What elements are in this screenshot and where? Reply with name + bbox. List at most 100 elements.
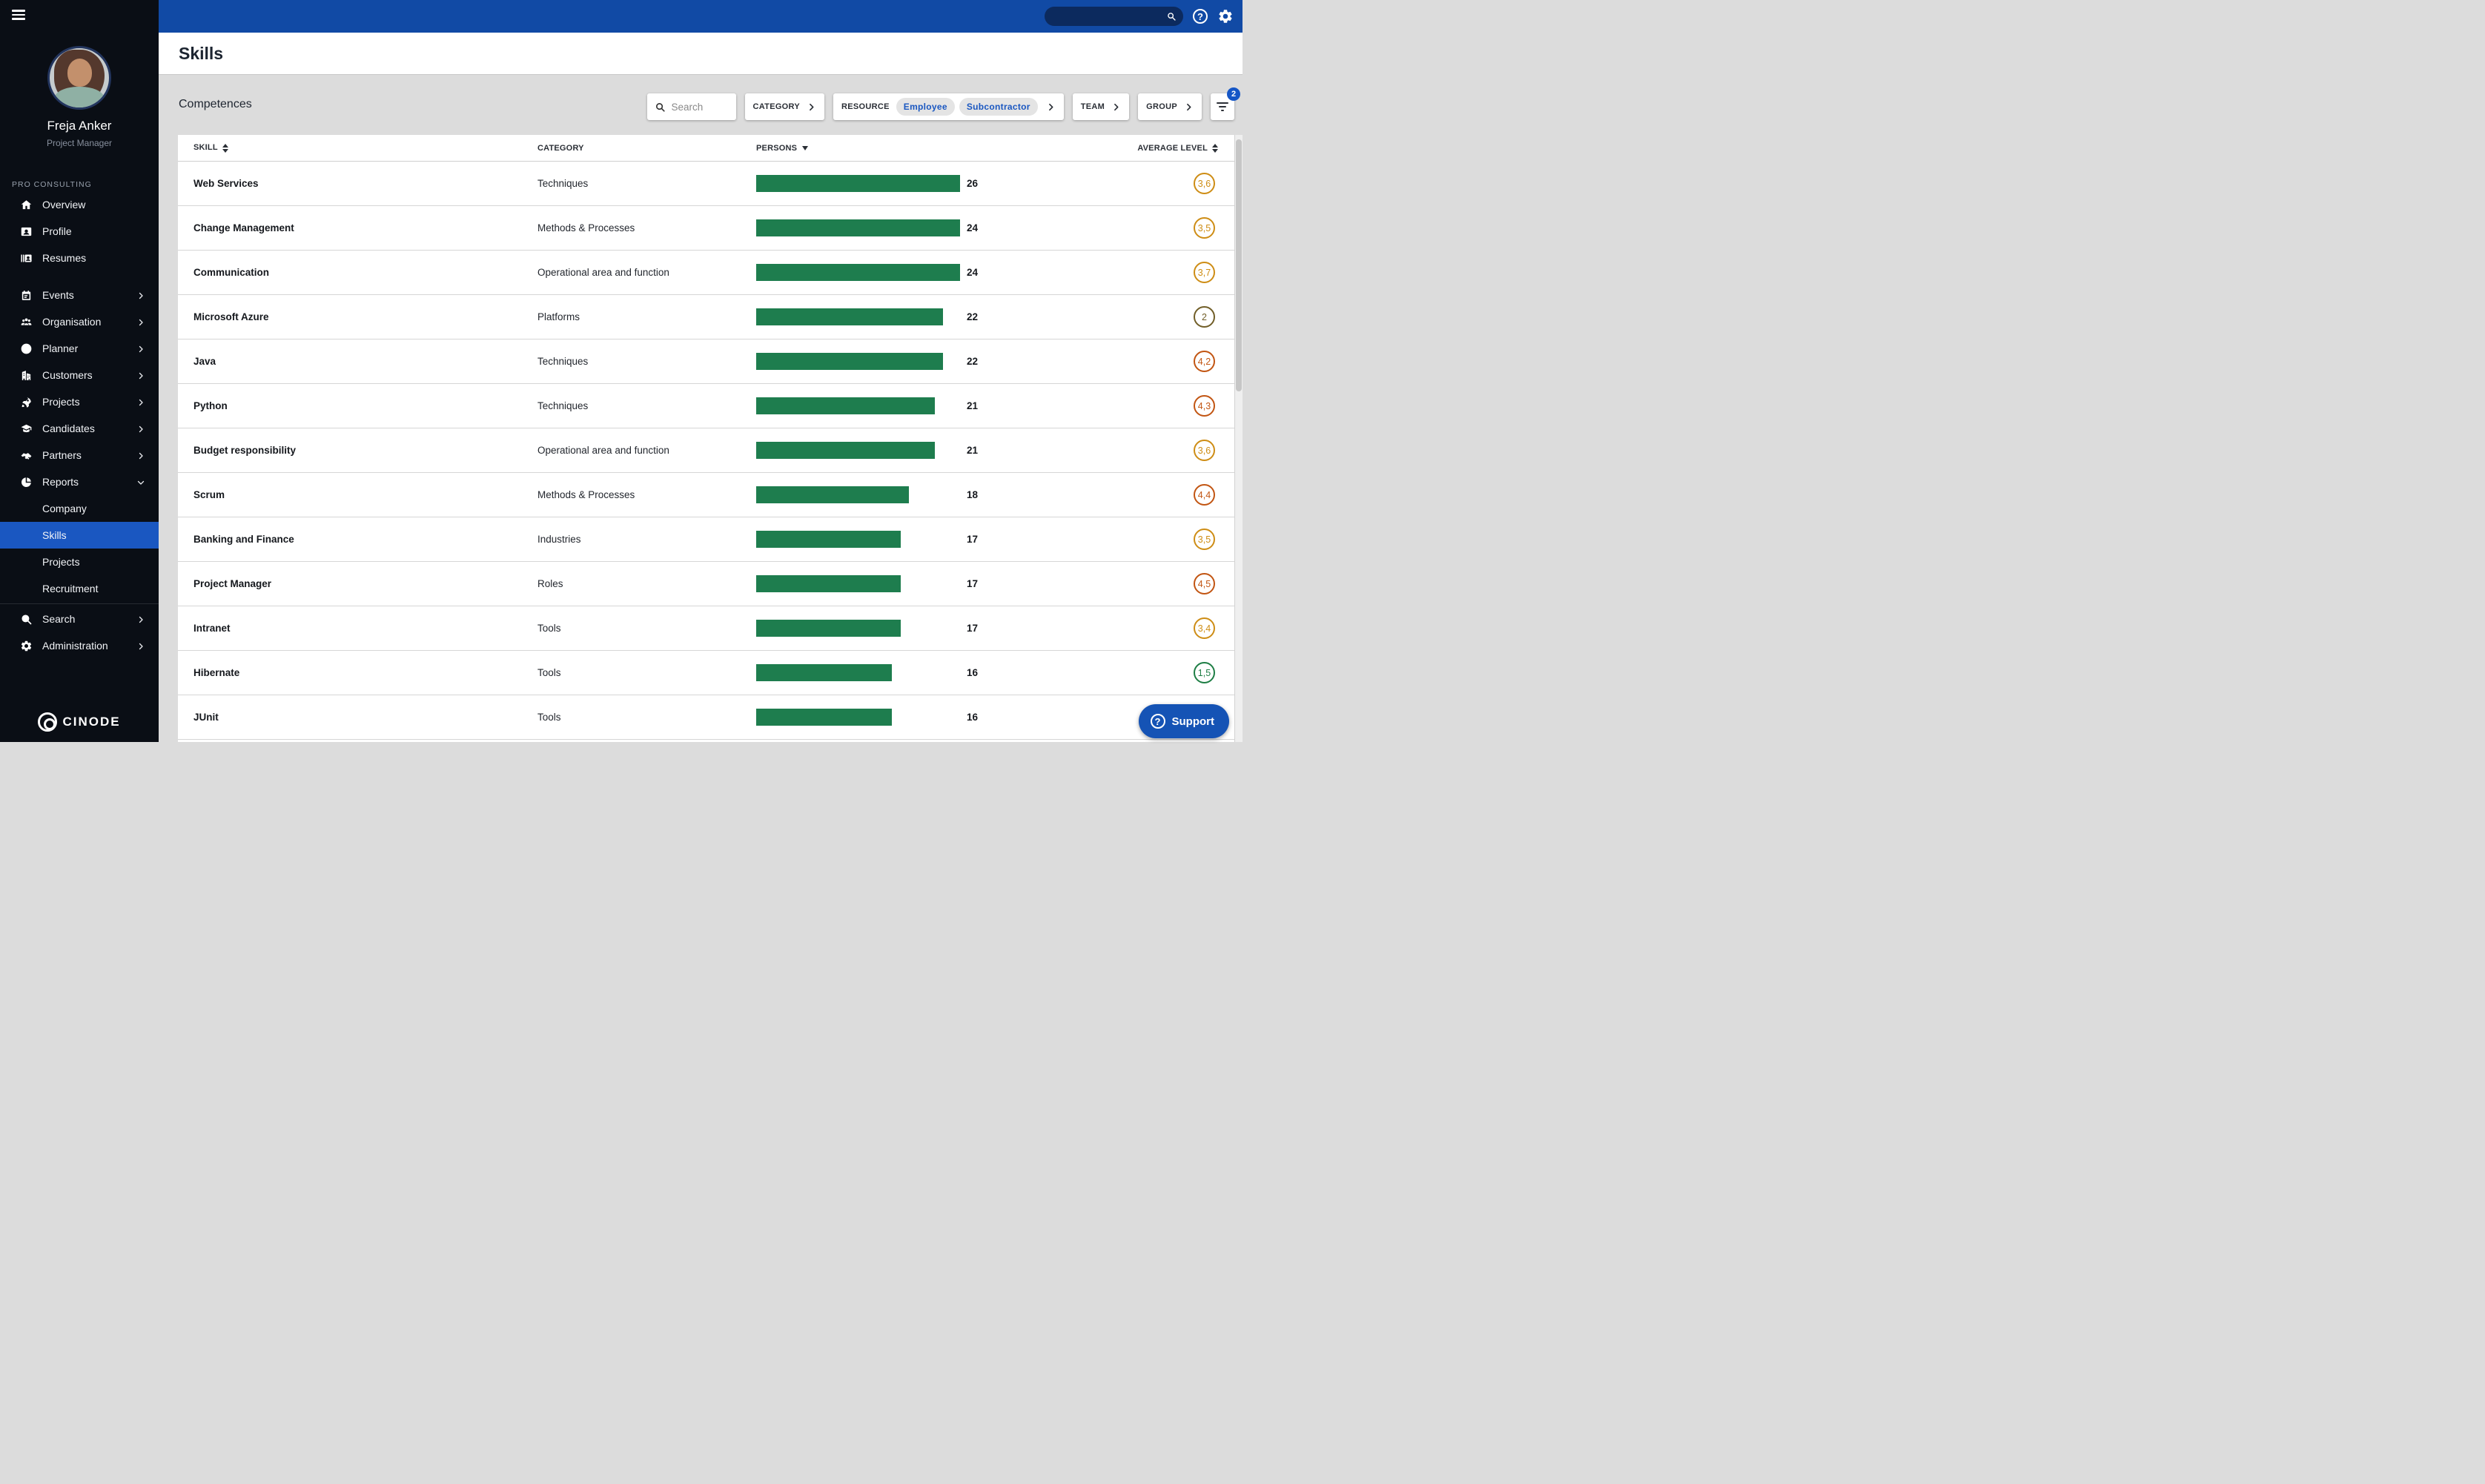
persons-count: 16 xyxy=(967,712,979,723)
cinode-logo-icon xyxy=(38,712,58,732)
table-row[interactable]: Microsoft Azure Platforms 22 2 xyxy=(178,295,1234,339)
average-level-badge: 4,2 xyxy=(1194,351,1215,372)
column-header-category[interactable]: CATEGORY xyxy=(537,143,584,153)
filter-list-button[interactable]: 2 xyxy=(1211,87,1240,120)
skill-category: Tools xyxy=(537,622,561,634)
skill-name: Project Manager xyxy=(193,577,272,589)
table-row[interactable]: Budget responsibility Operational area an… xyxy=(178,428,1234,473)
nav-gap xyxy=(0,271,159,282)
average-level-badge: 1,5 xyxy=(1194,662,1215,683)
table-row[interactable]: Hibernate Tools 16 1,5 xyxy=(178,651,1234,695)
average-level-badge: 3,5 xyxy=(1194,217,1215,239)
sidebar-item-projects[interactable]: Projects xyxy=(0,549,159,575)
handshake-icon xyxy=(20,449,33,462)
table-row[interactable]: Project Manager Roles 17 4,5 xyxy=(178,562,1234,606)
profile-card-icon xyxy=(20,225,33,238)
hamburger-menu-icon[interactable] xyxy=(12,10,25,20)
average-level-badge: 4,4 xyxy=(1194,484,1215,506)
table-row[interactable]: JUnit Tools 16 xyxy=(178,695,1234,740)
sidebar-item-recruitment[interactable]: Recruitment xyxy=(0,575,159,602)
table-row[interactable]: Web Services Techniques 26 3,6 xyxy=(178,162,1234,206)
resource-chip-employee[interactable]: Employee xyxy=(896,98,955,116)
sidebar-item-label: Projects xyxy=(42,396,80,408)
skill-category: Techniques xyxy=(537,355,589,367)
sidebar-item-company[interactable]: Company xyxy=(0,495,159,522)
sidebar-item-label: Skills xyxy=(42,529,67,541)
sidebar-item-organisation[interactable]: Organisation xyxy=(0,308,159,335)
skill-category: Tools xyxy=(537,666,561,678)
sidebar-item-partners[interactable]: Partners xyxy=(0,442,159,468)
resource-chip-subcontractor[interactable]: Subcontractor xyxy=(959,98,1038,116)
persons-bar xyxy=(756,620,901,637)
sidebar-item-candidates[interactable]: Candidates xyxy=(0,415,159,442)
chevron-right-icon xyxy=(1048,103,1053,110)
sidebar-item-label: Projects xyxy=(42,556,80,568)
support-button[interactable]: ? Support xyxy=(1138,704,1229,738)
column-header-persons[interactable]: PERSONS xyxy=(756,144,1137,153)
chevron-right-icon xyxy=(1187,103,1191,110)
team-filter-button[interactable]: TEAM xyxy=(1072,93,1130,120)
average-level-badge: 3,6 xyxy=(1194,173,1215,194)
resource-chips: Employee Subcontractor xyxy=(896,98,1038,116)
table-body: Web Services Techniques 26 3,6 Change Manage… xyxy=(178,162,1234,740)
global-search-input[interactable] xyxy=(1045,7,1183,26)
table-row[interactable]: Python Techniques 21 4,3 xyxy=(178,384,1234,428)
topbar: ? xyxy=(159,0,1242,33)
table-row[interactable]: Communication Operational area and functi… xyxy=(178,251,1234,295)
home-icon xyxy=(20,199,33,211)
persons-bar xyxy=(756,353,944,370)
skill-category: Operational area and function xyxy=(537,266,669,278)
skill-name: Communication xyxy=(193,266,270,278)
persons-count: 21 xyxy=(967,400,979,411)
scrollbar[interactable] xyxy=(1234,135,1242,742)
sidebar-item-label: Administration xyxy=(42,640,108,652)
table-row[interactable]: Java Techniques 22 4,2 xyxy=(178,339,1234,384)
category-filter-button[interactable]: CATEGORY xyxy=(744,93,825,120)
user-name: Freja Anker xyxy=(47,119,112,133)
sidebar-item-search[interactable]: Search xyxy=(0,606,159,632)
persons-bar xyxy=(756,175,960,192)
skill-name: Microsoft Azure xyxy=(193,311,269,322)
sidebar-item-reports[interactable]: Reports xyxy=(0,468,159,495)
sidebar-item-label: Recruitment xyxy=(42,583,99,594)
avatar[interactable] xyxy=(47,46,111,110)
chevron-right-icon xyxy=(1114,103,1119,110)
table-row[interactable]: Change Management Methods & Processes 24 3,… xyxy=(178,206,1234,251)
group-filter-button[interactable]: GROUP xyxy=(1138,93,1202,120)
persons-count: 26 xyxy=(967,178,979,189)
sidebar-item-label: Resumes xyxy=(42,252,87,264)
sidebar-item-skills[interactable]: Skills xyxy=(0,522,159,549)
table-row[interactable]: Scrum Methods & Processes 18 4,4 xyxy=(178,473,1234,517)
persons-bar xyxy=(756,664,893,681)
table-row[interactable]: Banking and Finance Industries 17 3,5 xyxy=(178,517,1234,562)
table-row[interactable]: Intranet Tools 17 3,4 xyxy=(178,606,1234,651)
sidebar-item-profile[interactable]: Profile xyxy=(0,218,159,245)
skills-table: SKILL CATEGORY PERSONS AVERAGE LEVEL Web Se… xyxy=(178,135,1234,742)
sidebar-item-customers[interactable]: Customers xyxy=(0,362,159,388)
sidebar-item-projects[interactable]: Projects xyxy=(0,388,159,415)
sidebar-item-events[interactable]: Events xyxy=(0,282,159,308)
search-icon xyxy=(20,613,33,626)
skill-name: Python xyxy=(193,400,228,411)
persons-count: 22 xyxy=(967,311,979,322)
sidebar-item-overview[interactable]: Overview xyxy=(0,191,159,218)
chevron-right-icon xyxy=(136,451,145,460)
sidebar-item-administration[interactable]: Administration xyxy=(0,632,159,659)
grad-cap-icon xyxy=(20,423,33,435)
sidebar-item-planner[interactable]: Planner xyxy=(0,335,159,362)
help-button[interactable]: ? xyxy=(1192,8,1208,24)
average-level-badge: 4,5 xyxy=(1194,573,1215,594)
resource-filter-button[interactable]: RESOURCE Employee Subcontractor xyxy=(833,93,1064,120)
table-header: SKILL CATEGORY PERSONS AVERAGE LEVEL xyxy=(178,135,1234,162)
column-header-average-level[interactable]: AVERAGE LEVEL xyxy=(1137,143,1234,153)
pie-chart-icon xyxy=(20,476,33,488)
scrollbar-thumb[interactable] xyxy=(1236,139,1242,391)
sidebar-item-label: Candidates xyxy=(42,423,95,434)
table-search-input[interactable]: Search xyxy=(646,93,736,120)
average-level-badge: 3,6 xyxy=(1194,440,1215,461)
sidebar-item-label: Reports xyxy=(42,476,79,488)
search-placeholder: Search xyxy=(671,101,704,113)
sidebar-item-resumes[interactable]: Resumes xyxy=(0,245,159,271)
settings-button[interactable] xyxy=(1217,8,1234,24)
column-header-skill[interactable]: SKILL xyxy=(178,143,537,153)
